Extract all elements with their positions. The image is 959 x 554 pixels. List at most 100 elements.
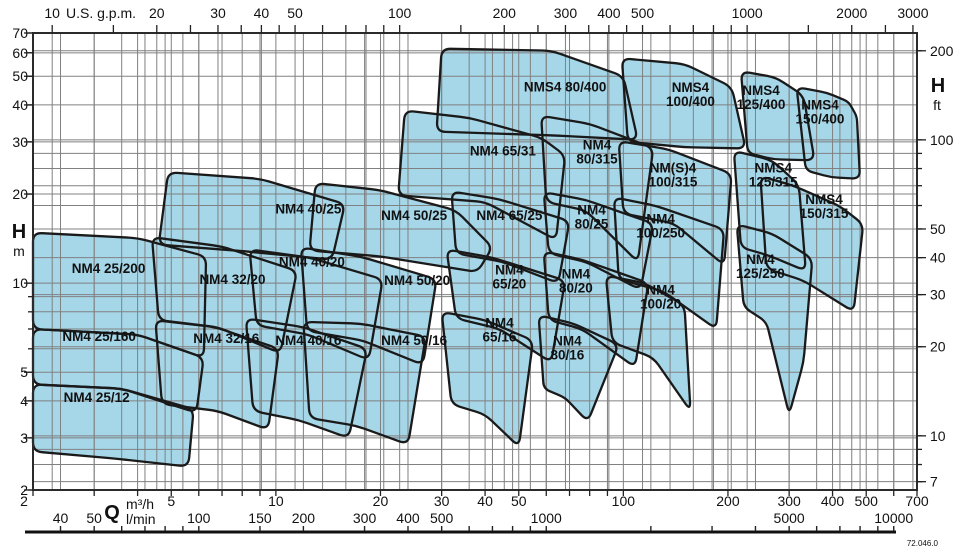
region-label-nm4-32-16: NM4 32/16	[193, 331, 260, 346]
region-label-nms4-150-400: NMS4 150/400	[796, 98, 845, 127]
region-label-nm4-25-200: NM4 25/200	[72, 261, 146, 276]
lmin-tick-label: 5000	[774, 510, 805, 526]
lmin-tick-label: 300	[353, 510, 377, 526]
region-label-nm4-80-315: NM4 80/315	[576, 138, 618, 167]
region-outline-nm4-100-20	[605, 275, 692, 408]
region-label-nm4-80-25: NM4 80/25	[575, 202, 609, 231]
lmin-tick-label: 50	[86, 510, 102, 526]
right-axis-title-H: H	[931, 75, 945, 97]
region-fill-nm4-125-250	[737, 226, 812, 411]
lmin-tick-label: 10000	[874, 510, 913, 526]
m-tick-label: 30	[12, 134, 28, 150]
region-label-nms4-150-315: NMS4 150/315	[800, 192, 849, 221]
region-label-nm4-65-25: NM4 65/25	[476, 208, 543, 223]
gpm-tick-label: 300	[554, 5, 578, 21]
region-label-nm4-80-16: NM4 80/16	[550, 333, 584, 362]
left-axis-unit-m: m	[13, 243, 25, 259]
m-tick-label: 50	[12, 68, 28, 84]
ft-tick-label: 200	[930, 43, 954, 59]
region-label-nm4-25-12: NM4 25/12	[64, 390, 130, 405]
region-fill-nms4-150-315	[760, 178, 863, 309]
gpm-tick-label: 30	[210, 5, 226, 21]
q-axis-unit-lmin: l/min	[126, 511, 156, 527]
region-fill-nms4-125-400	[741, 72, 814, 161]
m3h-tick-label: 200	[716, 493, 740, 509]
region-label-nm4-40-25: NM4 40/25	[275, 202, 342, 217]
m-tick-label: 40	[12, 97, 28, 113]
region-fill-nm4-80-16	[539, 316, 617, 419]
m3h-tick-label: 100	[612, 493, 636, 509]
region-label-nm-s-4-100-315: NM(S)4 100/315	[649, 161, 698, 190]
m-tick-label: 60	[12, 45, 28, 61]
right-axis-unit-ft: ft	[933, 97, 941, 113]
m-tick-label: 5	[20, 364, 28, 380]
region-fill-nm4-100-20	[606, 277, 691, 407]
lmin-tick-label: 100	[187, 510, 211, 526]
lmin-tick-label: 1000	[531, 510, 562, 526]
m3h-tick-label: 300	[777, 493, 801, 509]
region-outlines	[31, 47, 864, 467]
region-fill-nm4-65-16	[442, 313, 533, 444]
region-outline-nms4-150-315	[759, 176, 864, 310]
q-axis-unit-m3h: m³/h	[126, 496, 154, 512]
m-tick-label: 70	[12, 25, 28, 41]
lmin-tick-label: 400	[396, 510, 420, 526]
lmin-tick-label: 500	[430, 510, 454, 526]
region-outline-nms4-125-400	[740, 71, 815, 162]
ft-tick-label: 40	[930, 250, 946, 266]
region-label-nms4-125-400: NMS4 125/400	[737, 83, 786, 112]
region-label-nm4-50-16: NM4 50/16	[381, 333, 448, 348]
region-outline-nm4-50-20	[300, 247, 437, 364]
lmin-tick-label: 150	[248, 510, 272, 526]
m-tick-label: 4	[20, 393, 28, 409]
gpm-tick-label: 100	[388, 5, 412, 21]
region-label-nm4-25-160: NM4 25/160	[62, 329, 136, 344]
gpm-tick-label: 200	[493, 5, 517, 21]
region-label-nm4-50-25: NM4 50/25	[381, 208, 448, 223]
m3h-tick-label: 30	[434, 493, 450, 509]
region-outline-nm4-40-25	[158, 171, 345, 261]
m3h-tick-label: 400	[821, 493, 845, 509]
region-label-nm4-100-250: NM4 100/250	[636, 211, 685, 240]
m3h-tick-label: 20	[373, 493, 389, 509]
ft-tick-label: 20	[930, 339, 946, 355]
m3h-tick-label: 500	[855, 493, 879, 509]
gpm-tick-label: 2000	[836, 5, 867, 21]
ft-tick-label: 100	[930, 132, 954, 148]
region-outline-nm-s-4-100-315	[618, 141, 733, 263]
ft-tick-label: 7	[930, 474, 938, 490]
region-outline-nm4-32-16	[154, 319, 279, 429]
lmin-tick-label: 40	[53, 510, 69, 526]
region-outline-nms4-125-315	[733, 151, 807, 270]
gpm-tick-label: 400	[597, 5, 621, 21]
plot-border	[32, 32, 918, 491]
region-label-nm4-80-20: NM4 80/20	[559, 266, 593, 295]
gpm-tick-label: 40	[254, 5, 270, 21]
left-axis-title-H: H	[12, 221, 26, 243]
region-outline-nms4-80-400	[435, 47, 638, 141]
m-tick-label: 2	[20, 482, 28, 498]
region-fill-nm4-65-20	[447, 250, 564, 360]
region-label-nms4-125-315: NMS4 125/315	[749, 161, 798, 190]
region-fill-nm4-65-25	[452, 192, 569, 281]
m3h-tick-label: 40	[477, 493, 493, 509]
m3h-tick-label: 700	[905, 493, 929, 509]
region-fill-nm4-25-12	[33, 384, 193, 466]
region-outline-nm4-40-16	[245, 318, 367, 437]
region-label-nm4-65-31: NM4 65/31	[470, 143, 537, 158]
region-label-nm4-40-20: NM4 40/20	[279, 254, 345, 269]
region-outline-nm4-40-20	[249, 249, 383, 359]
region-outline-nm4-80-25	[543, 192, 654, 289]
region-outline-nm4-65-20	[446, 249, 565, 361]
ft-tick-label: 30	[930, 287, 946, 303]
m3h-tick-label: 10	[268, 493, 284, 509]
m3h-tick-label: 5	[167, 493, 175, 509]
m-tick-label: 10	[12, 275, 28, 291]
m3h-tick-label: 2	[20, 493, 28, 509]
q-axis-title: Q	[104, 502, 120, 524]
region-label-nm4-100-20: NM4 100/20	[640, 283, 681, 312]
region-outline-nms4-100-400	[621, 57, 746, 150]
region-label-nm4-32-20: NM4 32/20	[199, 272, 265, 287]
region-outline-nm4-50-25	[309, 182, 492, 273]
